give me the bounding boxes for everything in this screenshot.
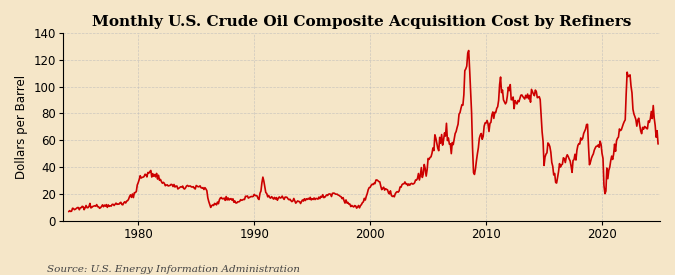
Title: Monthly U.S. Crude Oil Composite Acquisition Cost by Refiners: Monthly U.S. Crude Oil Composite Acquisi… [92, 15, 631, 29]
Y-axis label: Dollars per Barrel: Dollars per Barrel [15, 75, 28, 179]
Text: Source: U.S. Energy Information Administration: Source: U.S. Energy Information Administ… [47, 265, 300, 274]
